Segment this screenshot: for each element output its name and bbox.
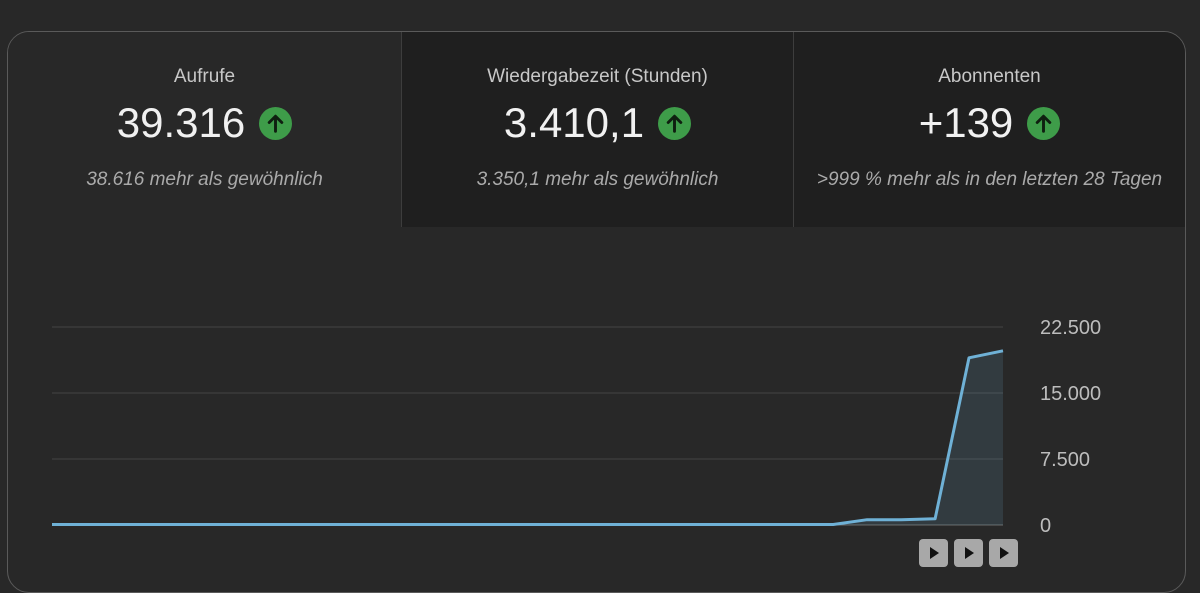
y-tick-label: 22.500	[1040, 317, 1101, 339]
stat-tab-views[interactable]: Aufrufe 39.316 38.616 mehr als gewöhnlic…	[8, 32, 401, 227]
up-arrow-icon	[1027, 106, 1061, 140]
data-point[interactable]	[895, 514, 907, 526]
chart-nav-button-2[interactable]	[954, 539, 983, 567]
stats-row: Aufrufe 39.316 38.616 mehr als gewöhnlic…	[8, 32, 1185, 227]
stat-value: 39.316	[116, 99, 246, 146]
data-point[interactable]	[80, 518, 92, 530]
data-point[interactable]	[759, 518, 771, 530]
data-point[interactable]	[589, 518, 601, 530]
chart-nav-button-1[interactable]	[919, 539, 948, 567]
data-point[interactable]	[114, 518, 126, 530]
series-line	[52, 349, 1004, 526]
up-arrow-icon	[259, 106, 293, 140]
play-icon	[929, 547, 939, 559]
stat-comparison: >999 % mehr als in den letzten 28 Tagen	[816, 169, 1163, 190]
stat-value-row: 3.410,1	[402, 98, 793, 148]
up-arrow-icon	[658, 106, 692, 140]
stat-tab-subscribers[interactable]: Abonnenten +139 >999 % mehr als in den l…	[793, 32, 1185, 227]
data-point[interactable]	[725, 518, 737, 530]
data-point[interactable]	[997, 345, 1009, 357]
data-point[interactable]	[352, 518, 364, 530]
stat-comparison: 3.350,1 mehr als gewöhnlich	[476, 169, 719, 190]
data-point[interactable]	[386, 518, 398, 530]
data-point[interactable]	[182, 518, 194, 530]
data-point[interactable]	[623, 518, 635, 530]
data-point[interactable]	[963, 352, 975, 364]
play-icon	[964, 547, 974, 559]
stat-value: +139	[918, 99, 1014, 146]
analytics-card: Aufrufe 39.316 38.616 mehr als gewöhnlic…	[7, 31, 1186, 593]
stat-value-row: +139	[794, 98, 1185, 148]
views-line-chart: 0 7.500 15.000 22.500	[46, 317, 1101, 537]
y-tick-label: 7.500	[1040, 449, 1090, 471]
data-point[interactable]	[318, 518, 330, 530]
data-point[interactable]	[555, 518, 567, 530]
y-tick-label: 0	[1040, 515, 1051, 537]
y-tick-label: 15.000	[1040, 383, 1101, 405]
data-point[interactable]	[284, 518, 296, 530]
data-point[interactable]	[657, 518, 669, 530]
data-point[interactable]	[46, 518, 58, 530]
stat-tab-watch-time[interactable]: Wiedergabezeit (Stunden) 3.410,1 3.350,1…	[401, 32, 793, 227]
data-point[interactable]	[454, 518, 466, 530]
data-point[interactable]	[250, 518, 262, 530]
data-point[interactable]	[793, 518, 805, 530]
data-point[interactable]	[929, 513, 941, 525]
stat-label: Wiedergabezeit (Stunden)	[487, 66, 708, 87]
stat-comparison: 38.616 mehr als gewöhnlich	[86, 169, 323, 190]
stat-value: 3.410,1	[503, 99, 645, 146]
data-point[interactable]	[861, 514, 873, 526]
data-point[interactable]	[148, 518, 160, 530]
stat-value-row: 39.316	[8, 98, 401, 148]
play-icon	[999, 547, 1009, 559]
data-point[interactable]	[691, 518, 703, 530]
stat-label: Abonnenten	[938, 66, 1041, 87]
chart-nav-button-3[interactable]	[989, 539, 1018, 567]
data-point[interactable]	[522, 518, 534, 530]
series-area	[52, 350, 1003, 525]
data-point[interactable]	[488, 518, 500, 530]
data-point[interactable]	[216, 518, 228, 530]
data-point[interactable]	[420, 518, 432, 530]
stat-label: Aufrufe	[173, 66, 236, 87]
data-point[interactable]	[827, 518, 839, 530]
